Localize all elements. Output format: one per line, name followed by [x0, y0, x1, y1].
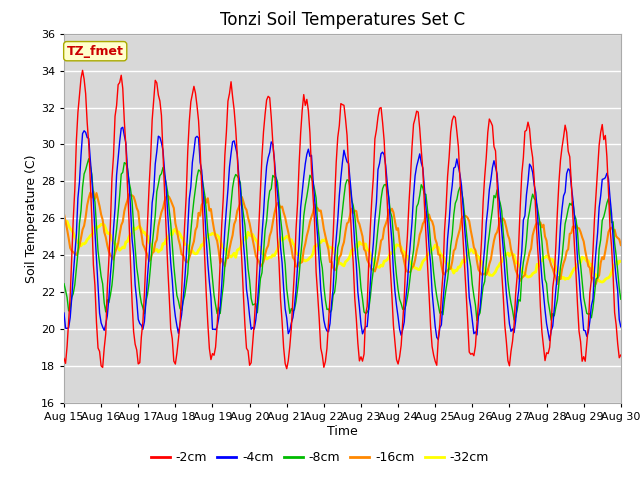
Text: TZ_fmet: TZ_fmet	[67, 45, 124, 58]
Title: Tonzi Soil Temperatures Set C: Tonzi Soil Temperatures Set C	[220, 11, 465, 29]
X-axis label: Time: Time	[327, 425, 358, 438]
Y-axis label: Soil Temperature (C): Soil Temperature (C)	[25, 154, 38, 283]
Legend: -2cm, -4cm, -8cm, -16cm, -32cm: -2cm, -4cm, -8cm, -16cm, -32cm	[146, 446, 494, 469]
